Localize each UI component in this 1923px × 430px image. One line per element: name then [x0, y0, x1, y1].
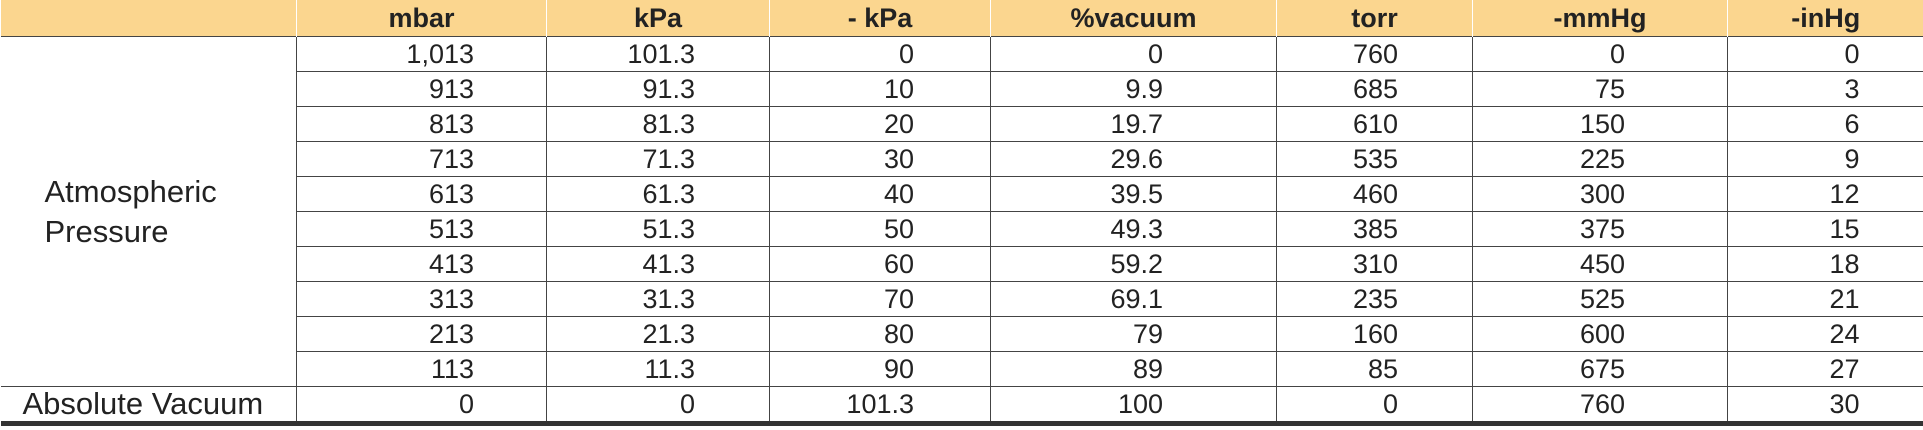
table-row: 713 71.3 30 29.6 535 225 9 — [1, 141, 1923, 177]
table-cell: 101.3 — [546, 36, 770, 72]
table-cell: 3 — [1727, 71, 1923, 107]
table-cell: 813 — [296, 106, 547, 142]
table-cell: 685 — [1276, 71, 1473, 107]
column-header: mbar — [296, 0, 547, 37]
table-cell: 70 — [769, 281, 991, 317]
table-cell: 675 — [1472, 351, 1728, 387]
table-cell: 300 — [1472, 176, 1728, 212]
table-cell: 525 — [1472, 281, 1728, 317]
column-header: kPa — [546, 0, 770, 37]
table-cell: 9 — [1727, 141, 1923, 177]
table-cell: 50 — [769, 211, 991, 247]
table-cell: 49.3 — [990, 211, 1277, 247]
table-cell: 0 — [990, 36, 1277, 72]
column-header: - kPa — [769, 0, 991, 37]
table-cell: 89 — [990, 351, 1277, 387]
table-cell: 21 — [1727, 281, 1923, 317]
column-header: -mmHg — [1472, 0, 1728, 37]
table-cell: 27 — [1727, 351, 1923, 387]
table-cell: 61.3 — [546, 176, 770, 212]
table-cell: 535 — [1276, 141, 1473, 177]
table-cell: 235 — [1276, 281, 1473, 317]
header-corner — [0, 0, 297, 37]
table-cell: 450 — [1472, 246, 1728, 282]
table-cell: 19.7 — [990, 106, 1277, 142]
table-cell: 81.3 — [546, 106, 770, 142]
table-cell: 513 — [296, 211, 547, 247]
table-cell: 10 — [769, 71, 991, 107]
column-header: -inHg — [1727, 0, 1923, 37]
table-cell: 21.3 — [546, 316, 770, 352]
table-cell: 0 — [296, 386, 547, 426]
table-cell: 225 — [1472, 141, 1728, 177]
table-cell: 59.2 — [990, 246, 1277, 282]
table-cell: 15 — [1727, 211, 1923, 247]
table-cell: 85 — [1276, 351, 1473, 387]
table-row: Atmospheric Pressure 1,013 101.3 0 0 760 0 0 — [0, 36, 1923, 387]
table-cell: 30 — [769, 141, 991, 177]
table-cell: 60 — [769, 246, 991, 282]
table-row: Absolute Vacuum 0 0 101.3 100 0 760 30 — [0, 386, 1923, 426]
table-cell: 51.3 — [546, 211, 770, 247]
table-cell: 0 — [769, 36, 991, 72]
table-cell: 18 — [1727, 246, 1923, 282]
table-cell: 760 — [1472, 386, 1728, 426]
table-cell: 80 — [769, 316, 991, 352]
table-cell: 101.3 — [769, 386, 991, 426]
table-cell: 113 — [296, 351, 547, 387]
table-cell: 310 — [1276, 246, 1473, 282]
table-cell: 0 — [1276, 386, 1473, 426]
table-cell: 75 — [1472, 71, 1728, 107]
table-row: 213 21.3 80 79 160 600 24 — [1, 316, 1923, 352]
table-cell: 313 — [296, 281, 547, 317]
table-cell: 160 — [1276, 316, 1473, 352]
row-group-label: Absolute Vacuum — [0, 386, 297, 426]
table-cell: 385 — [1276, 211, 1473, 247]
table-cell: 9.9 — [990, 71, 1277, 107]
table-cell: 31.3 — [546, 281, 770, 317]
table-cell: 375 — [1472, 211, 1728, 247]
table-cell: 460 — [1276, 176, 1473, 212]
table-cell: 69.1 — [990, 281, 1277, 317]
table-row: 313 31.3 70 69.1 235 525 21 — [1, 281, 1923, 317]
table-cell: 90 — [769, 351, 991, 387]
table-cell: 0 — [1727, 36, 1923, 72]
row-group-label: Atmospheric Pressure — [0, 36, 297, 387]
table-cell: 413 — [296, 246, 547, 282]
table-cell: 610 — [1276, 106, 1473, 142]
table-cell: 30 — [1727, 386, 1923, 426]
table-cell: 20 — [769, 106, 991, 142]
table-cell: 24 — [1727, 316, 1923, 352]
table-row: 413 41.3 60 59.2 310 450 18 — [1, 246, 1923, 282]
table-cell: 40 — [769, 176, 991, 212]
header-row: mbar kPa - kPa %vacuum torr -mmHg -inHg — [0, 0, 1923, 37]
table-row: 613 61.3 40 39.5 460 300 12 — [1, 176, 1923, 212]
table-cell: 39.5 — [990, 176, 1277, 212]
table-cell: 913 — [296, 71, 547, 107]
column-header: torr — [1276, 0, 1473, 37]
table-cell: 91.3 — [546, 71, 770, 107]
table-cell: 12 — [1727, 176, 1923, 212]
table-row: 513 51.3 50 49.3 385 375 15 — [1, 211, 1923, 247]
table-cell: 100 — [990, 386, 1277, 426]
table-cell: 29.6 — [990, 141, 1277, 177]
table-cell: 1,013 — [296, 36, 547, 72]
column-header: %vacuum — [990, 0, 1277, 37]
table-cell: 6 — [1727, 106, 1923, 142]
table-cell: 600 — [1472, 316, 1728, 352]
table-cell: 150 — [1472, 106, 1728, 142]
table-cell: 0 — [546, 386, 770, 426]
table-cell: 0 — [1472, 36, 1728, 72]
table-cell: 760 — [1276, 36, 1473, 72]
table-cell: 41.3 — [546, 246, 770, 282]
table-cell: 11.3 — [546, 351, 770, 387]
table-cell: 79 — [990, 316, 1277, 352]
table-cell: 71.3 — [546, 141, 770, 177]
table-cell: 613 — [296, 176, 547, 212]
table-cell: 713 — [296, 141, 547, 177]
table-cell: 213 — [296, 316, 547, 352]
